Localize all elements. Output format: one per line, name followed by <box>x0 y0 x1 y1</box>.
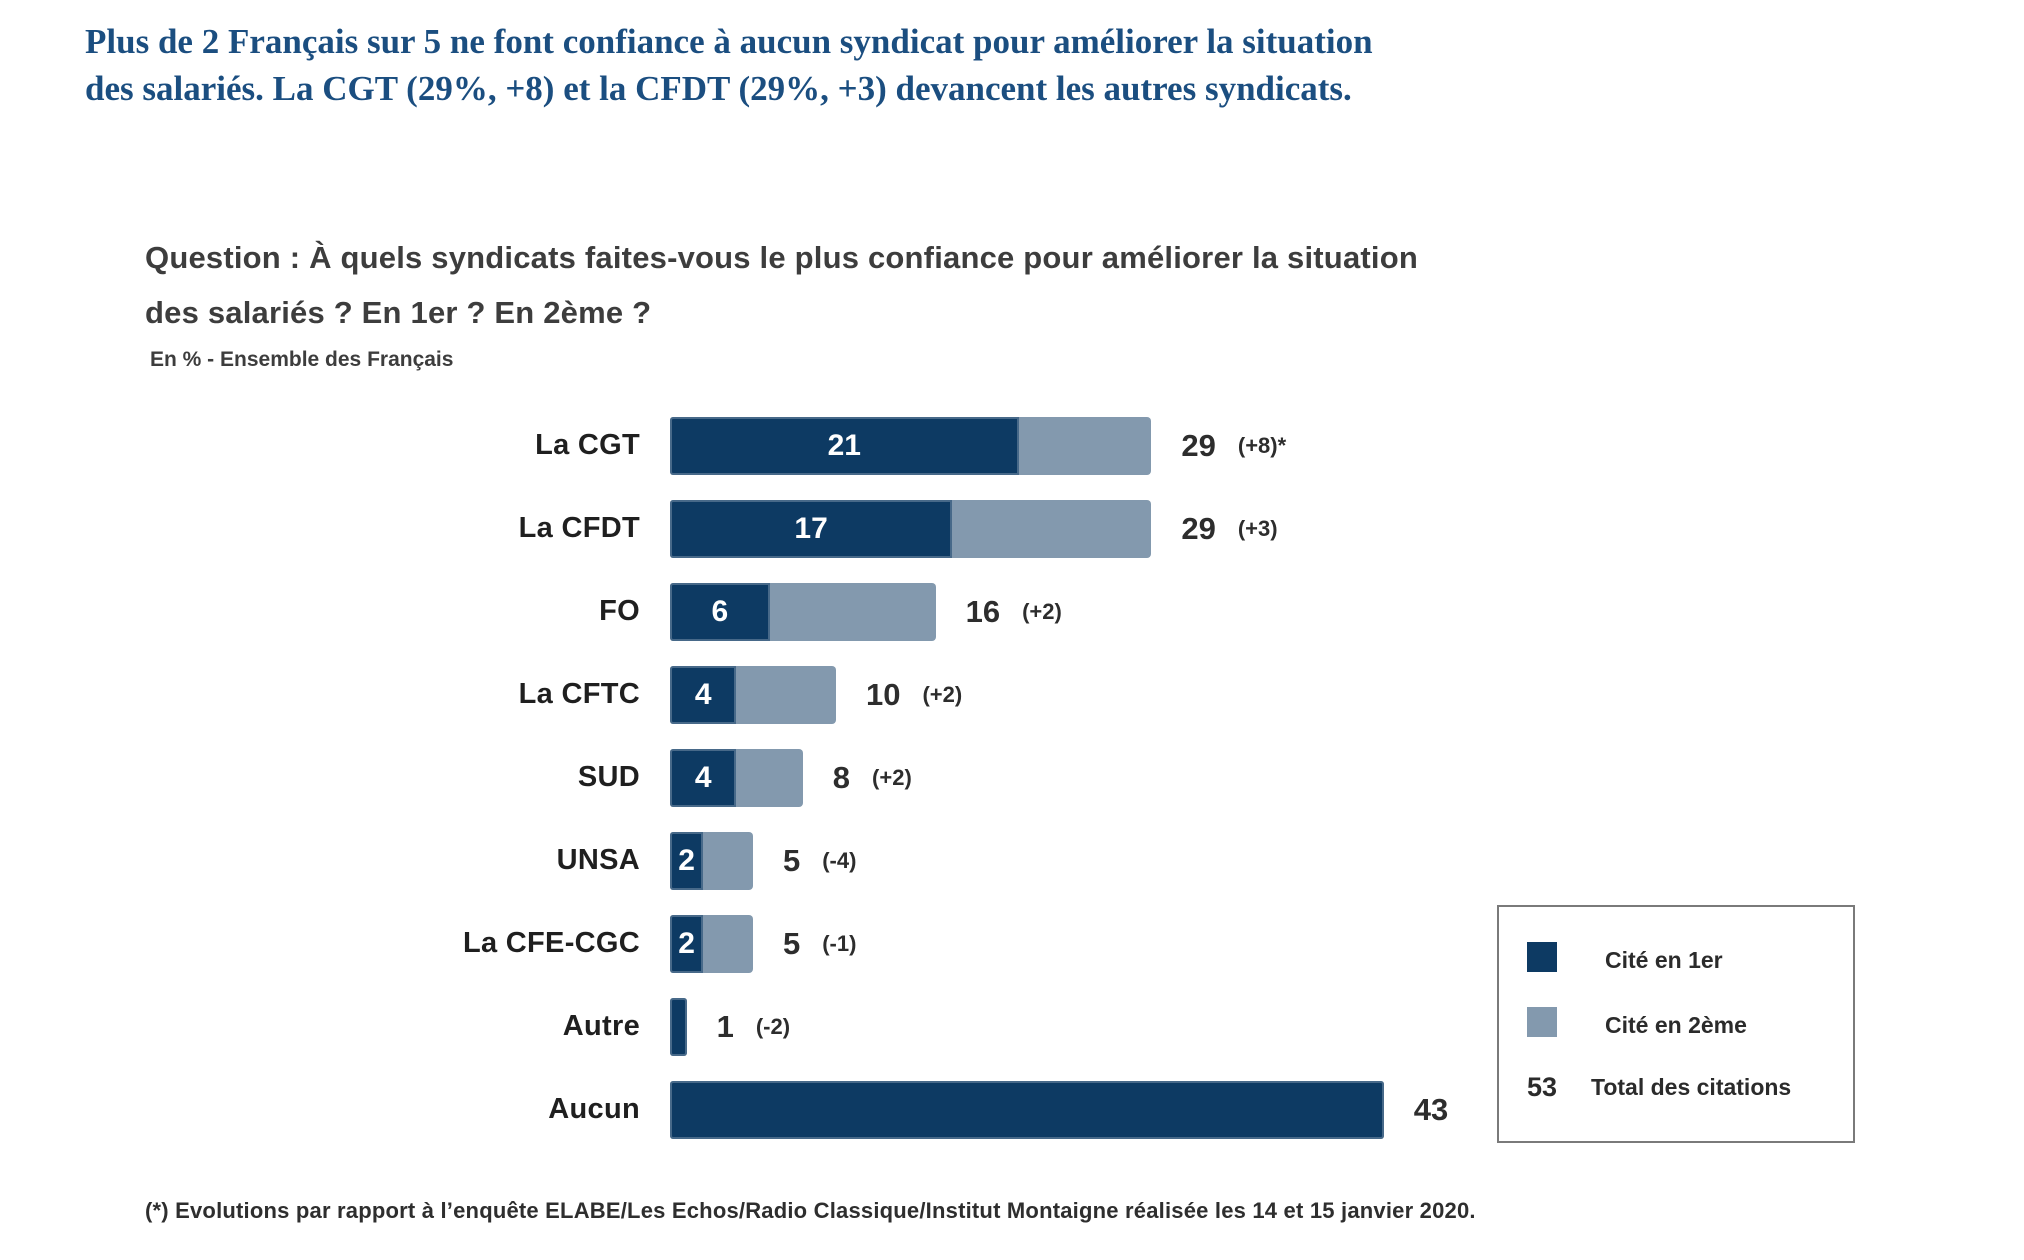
second-choice-swatch-icon <box>1527 1006 1557 1037</box>
evolution-value: (+2) <box>872 764 912 790</box>
second-choice-segment <box>703 914 753 973</box>
first-choice-segment: 4 <box>670 665 737 724</box>
second-choice-segment <box>703 831 753 890</box>
second-choice-segment <box>769 582 936 641</box>
category-label: La CFDT <box>518 512 640 544</box>
headline-line1: Plus de 2 Français sur 5 ne font confian… <box>85 22 1373 61</box>
first-choice-segment <box>670 1080 1384 1139</box>
bar-chart: La CGT 21 29 (+8)* La CFDT 17 29 (+3) FO 6 16 (+2) L… <box>0 404 2024 1151</box>
evolution-value: (+3) <box>1237 515 1278 541</box>
bar-row: SUD 4 8 (+2) <box>0 736 2024 819</box>
first-choice-segment: 2 <box>670 831 704 890</box>
headline-line2: des salariés. La CGT (29%, +8) et la CFD… <box>85 69 1352 108</box>
second-choice-segment <box>736 748 803 807</box>
category-label: Autre <box>562 1010 640 1042</box>
stacked-bar: 4 <box>670 748 803 807</box>
stacked-bar: 6 <box>670 582 936 641</box>
stacked-bar: 4 <box>670 665 836 724</box>
first-choice-value: 17 <box>794 511 828 545</box>
legend-box: Cité en 1er Cité en 2ème 53 Total des ci… <box>1497 905 1855 1143</box>
total-value: 1 <box>716 1008 734 1044</box>
first-choice-value: 4 <box>694 760 712 794</box>
question-text: Question : À quels syndicats faites-vous… <box>145 230 1545 340</box>
second-choice-segment <box>952 499 1152 558</box>
evolution-value: (+8)* <box>1237 432 1287 458</box>
category-label: FO <box>599 595 640 627</box>
total-value: 5 <box>782 842 801 878</box>
bar-row: Autre 1 (-2) <box>0 985 2024 1068</box>
category-label: La CGT <box>535 429 640 461</box>
total-value: 16 <box>965 593 1001 629</box>
category-label: SUD <box>577 761 640 793</box>
stacked-bar: 2 <box>670 914 753 973</box>
total-value: 8 <box>832 759 851 795</box>
first-choice-segment: 4 <box>670 748 737 807</box>
bar-row: FO 6 16 (+2) <box>0 570 2024 653</box>
bar-rows: La CGT 21 29 (+8)* La CFDT 17 29 (+3) FO 6 16 (+2) L… <box>0 404 2024 1151</box>
first-choice-segment: 2 <box>670 914 704 973</box>
category-label: La CFE-CGC <box>463 927 640 959</box>
legend-item-first: Cité en 1er <box>1527 941 1853 979</box>
evolution-value: (+2) <box>1022 598 1062 624</box>
question-line2: des salariés ? En 1er ? En 2ème ? <box>145 295 652 330</box>
legend-total-value: 53 <box>1527 1071 1558 1102</box>
second-choice-segment <box>1018 416 1152 475</box>
total-value: 29 <box>1181 510 1216 546</box>
first-choice-segment: 6 <box>670 582 770 641</box>
stacked-bar: 17 <box>670 499 1152 558</box>
first-choice-value: 4 <box>694 677 712 711</box>
total-value: 29 <box>1181 427 1216 463</box>
category-label: UNSA <box>556 844 640 876</box>
stacked-bar: 2 <box>670 831 753 890</box>
bar-row: La CFTC 4 10 (+2) <box>0 653 2024 736</box>
total-value: 5 <box>782 925 801 961</box>
bar-row: La CFE-CGC 2 5 (-1) <box>0 902 2024 985</box>
legend-item-second: Cité en 2ème <box>1527 1006 1853 1044</box>
legend-label-total: Total des citations <box>1591 1073 1792 1100</box>
total-value: 10 <box>865 676 901 712</box>
first-choice-segment: 21 <box>670 416 1019 475</box>
headline: Plus de 2 Français sur 5 ne font confian… <box>85 18 1585 112</box>
total-value: 43 <box>1413 1091 1449 1127</box>
legend-item-total: 53 Total des citations <box>1527 1072 1853 1103</box>
first-choice-value: 2 <box>678 843 695 877</box>
second-choice-segment <box>736 665 836 724</box>
legend-swatch-slot <box>1527 941 1571 979</box>
category-label: La CFTC <box>518 678 640 710</box>
evolution-value: (-4) <box>822 847 857 873</box>
legend-swatch-slot <box>1527 1006 1571 1044</box>
stacked-bar <box>670 997 687 1056</box>
bar-row: La CGT 21 29 (+8)* <box>0 404 2024 487</box>
first-choice-value: 21 <box>827 428 861 462</box>
first-choice-swatch-icon <box>1527 941 1557 972</box>
evolution-value: (-1) <box>822 930 857 956</box>
first-choice-segment: 17 <box>670 499 953 558</box>
stacked-bar: 21 <box>670 416 1152 475</box>
first-choice-segment <box>670 997 687 1056</box>
legend-label-second: Cité en 2ème <box>1605 1011 1747 1038</box>
stacked-bar <box>670 1080 1384 1139</box>
footnote: (*) Evolutions par rapport à l’enquête E… <box>145 1198 1476 1223</box>
chart-subtitle: En % - Ensemble des Français <box>150 348 454 371</box>
bar-row: Aucun 43 <box>0 1068 2024 1151</box>
question-line1: Question : À quels syndicats faites-vous… <box>145 240 1418 275</box>
first-choice-value: 2 <box>678 926 695 960</box>
evolution-value: (+2) <box>922 681 963 707</box>
legend-label-first: Cité en 1er <box>1605 946 1723 973</box>
evolution-value: (-2) <box>755 1013 791 1039</box>
category-label: Aucun <box>548 1093 640 1125</box>
bar-row: UNSA 2 5 (-4) <box>0 819 2024 902</box>
first-choice-value: 6 <box>711 594 729 628</box>
bar-row: La CFDT 17 29 (+3) <box>0 487 2024 570</box>
